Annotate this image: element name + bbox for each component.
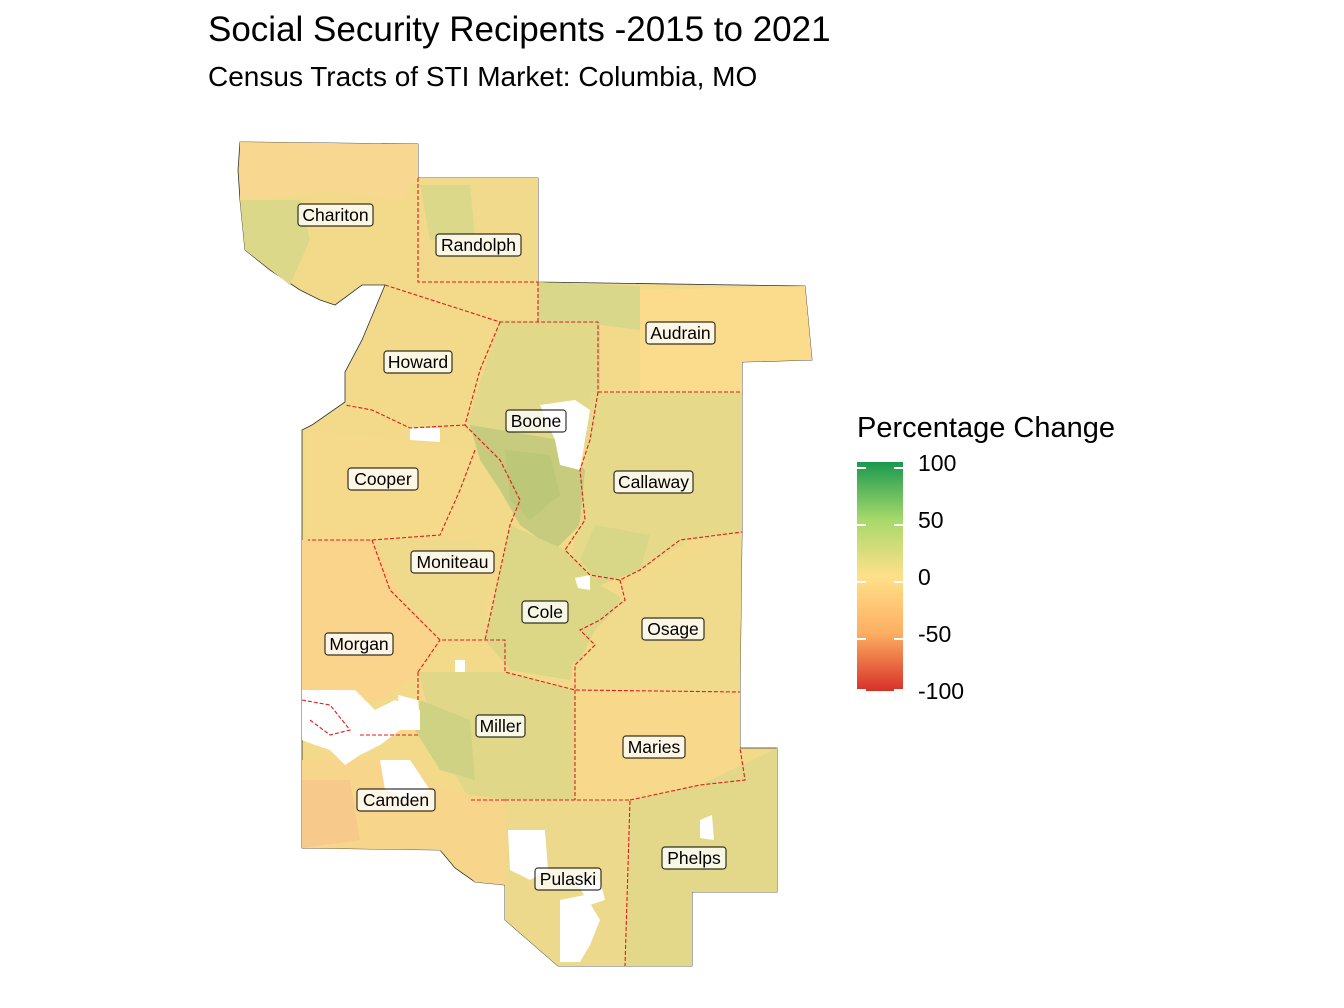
tract-callaway-south: [580, 525, 650, 585]
county-label-morgan: Morgan: [324, 632, 394, 656]
legend-color-bar: [857, 462, 903, 691]
svg-text:Callaway: Callaway: [618, 472, 689, 492]
county-label-cooper: Cooper: [347, 467, 419, 491]
svg-text:Audrain: Audrain: [650, 323, 710, 343]
tract-audrain-east: [640, 286, 812, 392]
legend-tick-label: -100: [918, 678, 965, 704]
legend-title: Percentage Change: [857, 412, 1115, 444]
svg-text:Osage: Osage: [647, 619, 699, 639]
svg-text:Phelps: Phelps: [667, 848, 721, 868]
county-label-boone: Boone: [505, 409, 567, 433]
svg-text:Morgan: Morgan: [329, 634, 388, 654]
svg-text:Maries: Maries: [628, 737, 681, 757]
county-label-pulaski: Pulaski: [534, 867, 602, 891]
svg-text:Moniteau: Moniteau: [417, 552, 489, 572]
county-label-camden: Camden: [356, 788, 436, 812]
county-label-audrain: Audrain: [645, 321, 716, 345]
legend-tickmark-left: [857, 524, 866, 526]
county-label-callaway: Callaway: [613, 470, 694, 494]
legend-tickmark-left: [857, 638, 866, 640]
legend-tickmark-left: [857, 689, 866, 691]
svg-text:Cooper: Cooper: [354, 469, 412, 489]
legend-tickmark-left: [857, 467, 866, 469]
svg-text:Chariton: Chariton: [302, 205, 368, 225]
legend-tickmark-right: [894, 524, 903, 526]
tract-chariton-west: [240, 200, 310, 285]
legend-tickmark-right: [894, 467, 903, 469]
svg-text:Randolph: Randolph: [441, 235, 516, 255]
tract-camden: [302, 760, 505, 885]
svg-text:Miller: Miller: [480, 716, 522, 736]
legend-tick-label: 50: [918, 507, 944, 533]
tract-morgan: [302, 540, 440, 700]
tract-camden-southwest: [302, 780, 360, 848]
county-label-osage: Osage: [641, 617, 705, 641]
county-label-moniteau: Moniteau: [410, 550, 495, 574]
county-label-maries: Maries: [622, 735, 686, 759]
na-tracts: [302, 400, 714, 962]
legend-tickmark-left: [857, 581, 866, 583]
legend-tick-label: -50: [918, 621, 952, 647]
legend-tick-label: 100: [918, 450, 957, 476]
county-label-randolph: Randolph: [435, 233, 522, 257]
legend-tick-label: 0: [918, 564, 931, 590]
legend-tickmark-right: [894, 581, 903, 583]
tract-miller-west: [415, 700, 475, 780]
county-label-phelps: Phelps: [661, 846, 727, 870]
chart-subtitle: Census Tracts of STI Market: Columbia, M…: [208, 61, 758, 92]
svg-text:Pulaski: Pulaski: [540, 869, 596, 889]
tract-osage: [572, 532, 742, 692]
svg-text:Boone: Boone: [511, 411, 562, 431]
county-label-cole: Cole: [521, 600, 569, 624]
tract-randolph-north: [420, 185, 475, 240]
county-label-howard: Howard: [383, 350, 453, 374]
legend-tickmark-right: [894, 638, 903, 640]
county-label-miller: Miller: [475, 714, 526, 738]
svg-text:Camden: Camden: [363, 790, 429, 810]
svg-text:Howard: Howard: [388, 352, 448, 372]
tract-chariton-north: [240, 142, 418, 200]
chart-title: Social Security Recipents -2015 to 2021: [208, 10, 831, 49]
county-label-chariton: Chariton: [297, 203, 374, 227]
svg-text:Cole: Cole: [527, 602, 563, 622]
county-boundaries: [301, 178, 746, 967]
legend-tickmark-right: [894, 689, 903, 691]
